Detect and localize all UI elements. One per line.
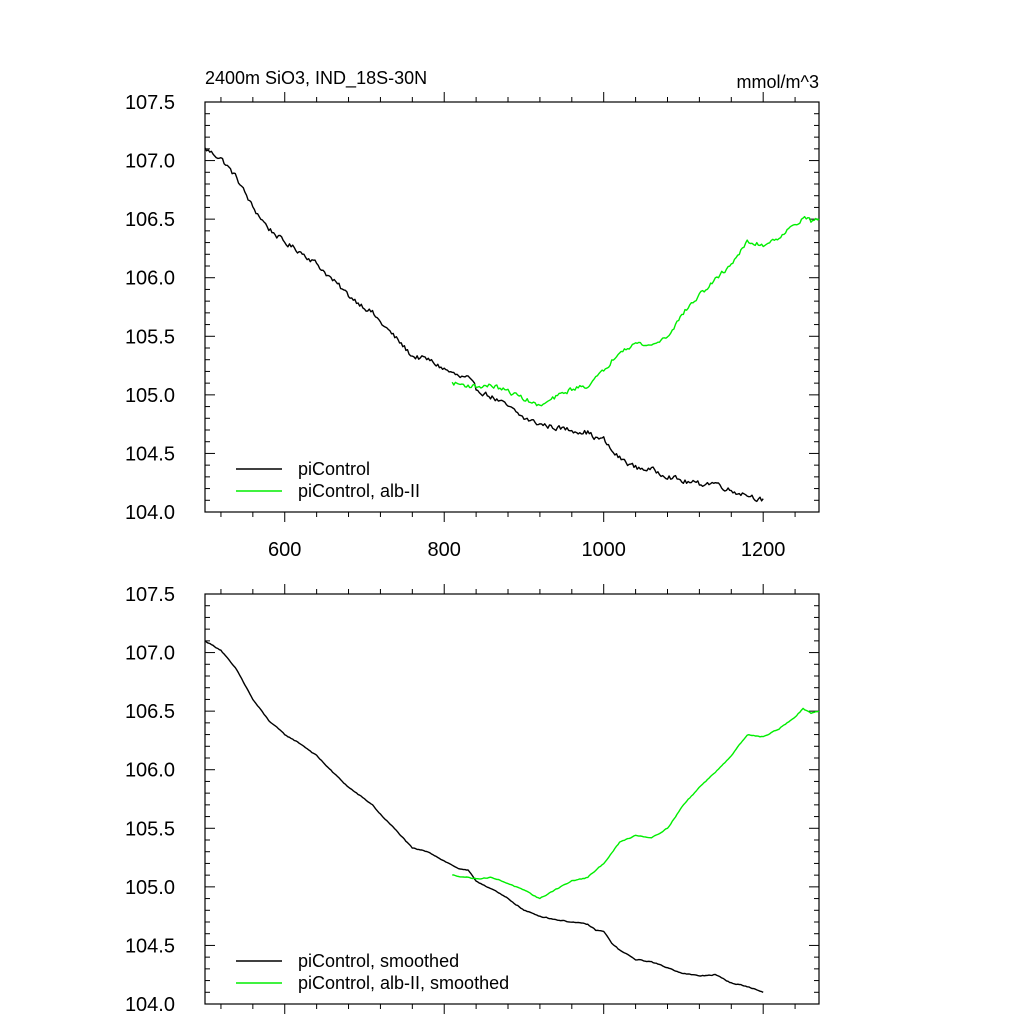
y-tick-label: 106.0 [125, 268, 175, 290]
y-tick-label: 104.5 [125, 935, 175, 957]
legend-label-picontrol: piControl [298, 459, 370, 479]
bottom-legend: piControl, smoothed piControl, alb-II, s… [236, 951, 509, 993]
y-tick-label: 107.0 [125, 643, 175, 665]
y-tick-label: 104.5 [125, 443, 175, 465]
y-tick-label: 107.5 [125, 584, 175, 606]
top-axis-ticks: 104.0 104.5 105.0 105.5 106.0 106.5 107.0 107.5… [125, 92, 819, 561]
legend-label-picontrol-smoothed: piControl, smoothed [298, 951, 459, 971]
y-tick-label: 105.5 [125, 818, 175, 840]
x-tick-label: 600 [268, 539, 301, 561]
y-tick-label: 105.5 [125, 326, 175, 348]
bottom-panel: 104.0 104.5 105.0 105.5 106.0 106.5 107.0 107.5… [125, 584, 820, 1016]
y-tick-label: 106.0 [125, 760, 175, 782]
x-tick-label: 800 [428, 539, 461, 561]
y-tick-label: 106.5 [125, 209, 175, 231]
series-line-picontrol-smoothed [204, 640, 764, 993]
top-panel: 2400m SiO3, IND_18S-30N mmol/m^3 104.010… [125, 68, 820, 561]
top-series-lines [204, 147, 820, 503]
legend-label-picontrol-alb: piControl, alb-II [298, 481, 420, 501]
y-tick-label: 105.0 [125, 877, 175, 899]
y-tick-label: 107.5 [125, 92, 175, 114]
bottom-axis-ticks: 104.0 104.5 105.0 105.5 106.0 106.5 107.0 107.5 [125, 584, 819, 1016]
x-tick-label: 1200 [741, 539, 786, 561]
y-tick-label: 104.0 [125, 502, 175, 524]
bottom-series-lines [204, 640, 820, 993]
top-chart-units: mmol/m^3 [737, 72, 819, 92]
bottom-plot-frame [204, 593, 820, 1005]
top-plot-frame [204, 101, 820, 513]
x-tick-label: 1000 [581, 539, 626, 561]
top-chart-title: 2400m SiO3, IND_18S-30N [205, 68, 427, 89]
top-legend: piControl piControl, alb-II [236, 459, 420, 501]
y-tick-label: 106.5 [125, 701, 175, 723]
legend-label-picontrol-alb-smoothed: piControl, alb-II, smoothed [298, 973, 509, 993]
y-tick-label: 105.0 [125, 385, 175, 407]
y-tick-label: 104.0 [125, 994, 175, 1016]
series-line-picontrol-alb-ii-smoothed [452, 707, 820, 900]
series-line-picontrol [204, 147, 764, 503]
series-line-picontrol-alb-ii [451, 215, 820, 407]
y-tick-label: 107.0 [125, 151, 175, 173]
